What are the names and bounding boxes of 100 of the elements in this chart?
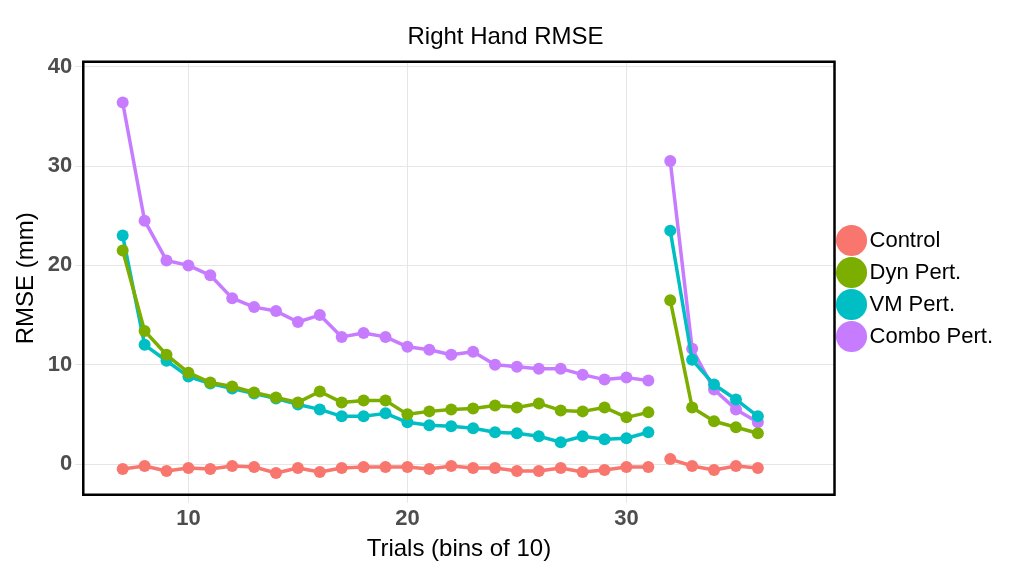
point	[445, 420, 458, 433]
point	[423, 462, 436, 475]
point	[729, 403, 742, 416]
point	[335, 461, 348, 474]
point	[620, 411, 633, 424]
point	[270, 305, 283, 318]
point	[138, 214, 151, 227]
point	[357, 410, 370, 423]
point	[510, 360, 523, 373]
point	[401, 340, 414, 353]
point	[401, 408, 414, 421]
point	[598, 433, 611, 446]
y-tick-label: 40	[47, 52, 73, 78]
point	[751, 461, 764, 474]
point	[182, 461, 195, 474]
point	[138, 460, 151, 472]
point	[445, 460, 458, 472]
point	[248, 460, 261, 473]
point	[642, 406, 655, 419]
point	[489, 461, 502, 474]
x-tick-label: 30	[614, 505, 639, 531]
chart-title: Right Hand RMSE	[407, 22, 604, 50]
point	[554, 436, 567, 449]
point	[664, 224, 677, 237]
point	[445, 403, 458, 416]
point	[489, 358, 502, 371]
point	[729, 460, 742, 472]
point	[467, 345, 480, 358]
point	[467, 461, 480, 474]
point	[379, 330, 392, 343]
point	[686, 401, 699, 414]
point	[532, 430, 545, 443]
point	[445, 348, 458, 361]
point	[729, 393, 742, 406]
point	[576, 430, 589, 443]
point	[729, 421, 742, 434]
point	[686, 460, 699, 472]
point	[313, 385, 326, 398]
point	[708, 378, 721, 391]
point	[620, 432, 633, 445]
point	[226, 460, 239, 472]
point	[160, 464, 173, 477]
x-axis-title: Trials (bins of 10)	[366, 534, 552, 562]
point	[598, 401, 611, 414]
point	[116, 229, 129, 242]
point	[532, 397, 545, 410]
point	[751, 427, 764, 440]
point	[423, 419, 436, 432]
point	[576, 405, 589, 418]
y-tick-label: 20	[47, 251, 73, 277]
point	[686, 353, 699, 366]
point	[335, 330, 348, 343]
point	[423, 343, 436, 356]
point	[335, 410, 348, 423]
point	[664, 294, 677, 307]
legend-label: Dyn Pert.	[869, 258, 962, 284]
point	[510, 464, 523, 477]
y-axis-title: RMSE (mm)	[11, 212, 39, 345]
point	[642, 374, 655, 387]
point	[642, 460, 655, 473]
point	[160, 348, 173, 361]
point	[116, 244, 129, 257]
point	[598, 373, 611, 386]
point	[489, 399, 502, 412]
point	[620, 460, 633, 473]
point	[423, 405, 436, 418]
point	[313, 465, 326, 478]
point	[576, 368, 589, 381]
point	[664, 453, 677, 466]
point	[598, 463, 611, 476]
point	[379, 407, 392, 420]
legend-label: VM Pert.	[869, 290, 956, 316]
point	[467, 402, 480, 415]
point	[182, 259, 195, 272]
point	[270, 466, 283, 479]
point	[379, 394, 392, 407]
point	[160, 254, 173, 267]
point	[357, 326, 370, 339]
point	[204, 462, 217, 475]
point	[554, 404, 567, 417]
point	[313, 309, 326, 322]
point	[708, 415, 721, 428]
point	[489, 426, 502, 439]
point	[620, 371, 633, 384]
y-tick-label: 10	[47, 350, 73, 376]
point	[182, 366, 195, 379]
point	[554, 461, 567, 474]
y-tick-label: 0	[60, 450, 73, 476]
point	[467, 422, 480, 435]
point	[138, 324, 151, 337]
legend-label: Combo Pert.	[869, 322, 994, 348]
point	[116, 462, 129, 475]
point	[248, 301, 261, 314]
point	[357, 460, 370, 473]
point	[532, 464, 545, 477]
point	[532, 362, 545, 375]
point	[116, 96, 129, 109]
point	[554, 362, 567, 375]
point	[510, 401, 523, 414]
point	[226, 292, 239, 305]
